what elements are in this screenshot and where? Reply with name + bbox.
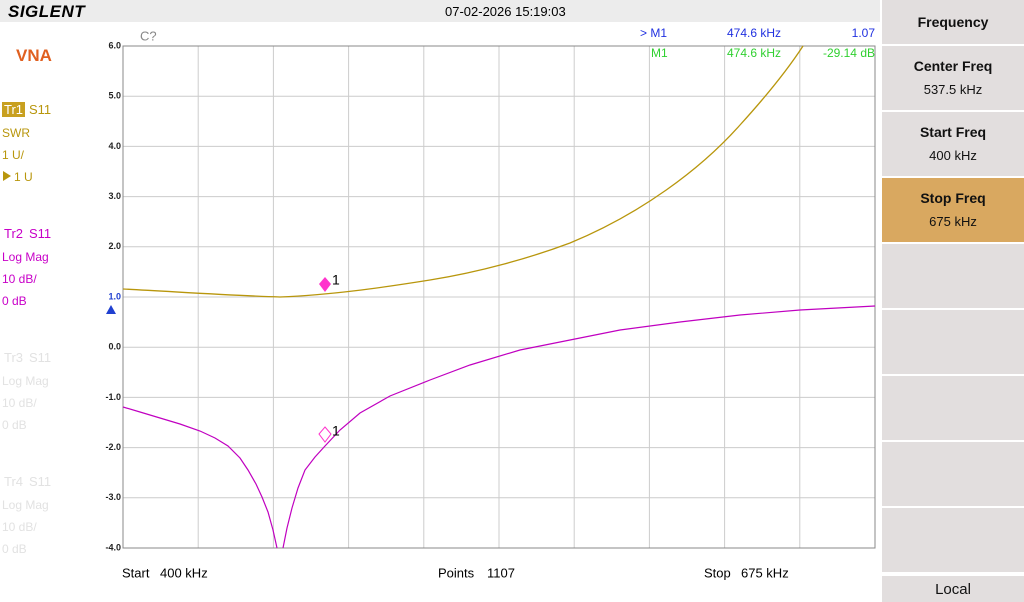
ref-pointer: [3, 171, 11, 181]
trace-ref: 0 dB: [2, 418, 27, 432]
menu-item[interactable]: Stop Freq 675 kHz: [882, 176, 1024, 242]
marker-value: -29.14 dB: [823, 46, 875, 60]
trace-name[interactable]: Tr1: [2, 102, 26, 117]
local-text: Local: [935, 581, 971, 598]
y-tick-label: 1.0: [108, 291, 121, 301]
stop-label: Stop: [704, 565, 731, 580]
y-tick-label: -3.0: [105, 492, 121, 502]
menu-item-label: Stop Freq: [920, 190, 986, 206]
points-label: Points: [438, 565, 475, 580]
menu-empty: [882, 374, 1024, 440]
plot: C? 6.0 5.0 4.0 3.0 2.0 1.0 0.0 -1.0 -2.0 -3.0 -4.0…: [105, 26, 876, 580]
marker-1-tr2: [318, 426, 332, 443]
points-value: 1107: [487, 565, 515, 580]
trace-format: Log Mag: [2, 374, 49, 388]
menu-title: Frequency: [882, 0, 1024, 44]
start-value: 400 kHz: [160, 565, 208, 580]
y-tick-label: 4.0: [108, 141, 121, 151]
marker-tag: 1: [332, 272, 340, 288]
y-tick-label: -1.0: [105, 392, 121, 402]
y-tick-label: 3.0: [108, 191, 121, 201]
marker-1-tr1: [319, 277, 331, 292]
trace-ref: 0 dB: [2, 294, 27, 308]
status: C?: [140, 28, 157, 43]
marker-freq: 474.6 kHz: [727, 46, 781, 60]
trace-param: S11: [29, 474, 52, 489]
trace-scale: 10 dB/: [2, 396, 37, 410]
trace-format: Log Mag: [2, 498, 49, 512]
trace-2: [122, 305, 876, 549]
trace-scale: 1 U/: [2, 148, 25, 162]
trace-1: [122, 45, 804, 298]
menu-item-label: Center Freq: [913, 58, 993, 74]
marker-freq: 474.6 kHz: [727, 26, 781, 40]
menu-empty: [882, 506, 1024, 572]
trace-param: S11: [29, 226, 52, 241]
y-tick-label: 5.0: [108, 91, 121, 101]
menu-item-label: Start Freq: [919, 124, 987, 140]
y-tick-label: 2.0: [108, 241, 121, 251]
menu-item[interactable]: Start Freq 400 kHz: [882, 110, 1024, 176]
footer: Start 400 kHz Points 1107 Stop 675 kHz: [122, 565, 789, 580]
menu-item-value: 400 kHz: [929, 148, 977, 163]
marker-label: M1: [651, 46, 668, 60]
marker-value: 1.07: [852, 26, 876, 40]
datetime: 07-02-2026 15:19:03: [445, 4, 566, 19]
trace-param: S11: [29, 350, 52, 365]
trace-scale: 10 dB/: [2, 272, 37, 286]
trace-name[interactable]: Tr4: [4, 474, 24, 489]
menu-item-value: 675 kHz: [929, 214, 977, 229]
menu-title-text: Frequency: [917, 14, 989, 30]
menu-item-value: 537.5 kHz: [923, 82, 983, 97]
marker-readout: > M1 474.6 kHz 1.07 M1 474.6 kHz -29.14 …: [640, 26, 875, 60]
y-tick-label: -4.0: [105, 542, 121, 552]
trace-param: S11: [29, 102, 52, 117]
trace-name[interactable]: Tr3: [4, 350, 24, 365]
brand: SIGLENT: [8, 2, 86, 21]
trace-format: Log Mag: [2, 250, 49, 264]
y-tick-label: 6.0: [108, 40, 121, 50]
menu-empty: [882, 308, 1024, 374]
header-bar: [0, 0, 880, 22]
grid: 6.0 5.0 4.0 3.0 2.0 1.0 0.0 -1.0 -2.0 -3.0 -4.0: [105, 40, 875, 552]
trace-scale: 10 dB/: [2, 520, 37, 534]
trace-ref: 0 dB: [2, 542, 27, 556]
trace-format: SWR: [2, 126, 30, 140]
marker-label: > M1: [640, 26, 667, 40]
start-label: Start: [122, 565, 150, 580]
y-tick-label: 0.0: [108, 342, 121, 352]
marker-tag: 1: [332, 423, 340, 439]
local-button[interactable]: Local: [882, 574, 1024, 602]
plot-frame: [122, 45, 876, 549]
trace-name[interactable]: Tr2: [4, 226, 24, 241]
trace-ref: 1 U: [14, 170, 33, 184]
menu-empty: [882, 440, 1024, 506]
mode: VNA: [16, 46, 52, 65]
menu-item[interactable]: Center Freq 537.5 kHz: [882, 44, 1024, 110]
menu-empty: [882, 242, 1024, 308]
stop-value: 675 kHz: [741, 565, 789, 580]
y-tick-label: -2.0: [105, 442, 121, 452]
ref-arrow: [106, 305, 116, 314]
